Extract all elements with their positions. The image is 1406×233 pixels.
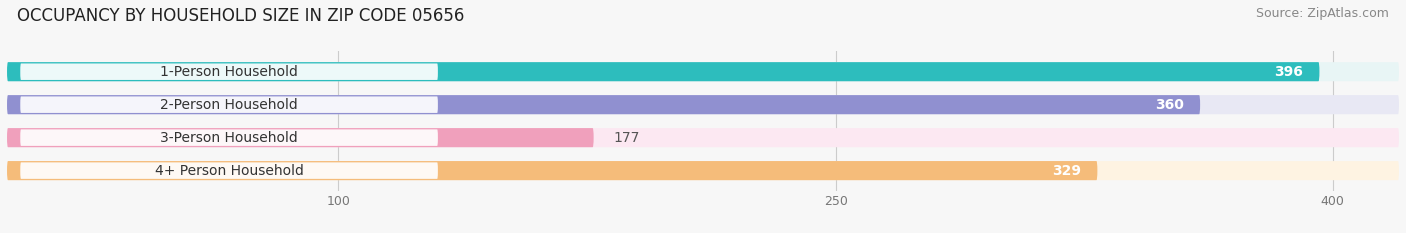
FancyBboxPatch shape xyxy=(7,161,1098,180)
FancyBboxPatch shape xyxy=(20,129,437,146)
FancyBboxPatch shape xyxy=(7,95,1399,114)
FancyBboxPatch shape xyxy=(7,128,593,147)
Text: 396: 396 xyxy=(1274,65,1303,79)
Text: OCCUPANCY BY HOUSEHOLD SIZE IN ZIP CODE 05656: OCCUPANCY BY HOUSEHOLD SIZE IN ZIP CODE … xyxy=(17,7,464,25)
Text: 3-Person Household: 3-Person Household xyxy=(160,131,298,145)
Text: 1-Person Household: 1-Person Household xyxy=(160,65,298,79)
Text: 360: 360 xyxy=(1154,98,1184,112)
FancyBboxPatch shape xyxy=(20,162,437,179)
FancyBboxPatch shape xyxy=(20,63,437,80)
FancyBboxPatch shape xyxy=(20,96,437,113)
FancyBboxPatch shape xyxy=(7,95,1201,114)
Text: 177: 177 xyxy=(613,131,640,145)
FancyBboxPatch shape xyxy=(7,62,1399,81)
Text: Source: ZipAtlas.com: Source: ZipAtlas.com xyxy=(1256,7,1389,20)
FancyBboxPatch shape xyxy=(7,161,1399,180)
Text: 4+ Person Household: 4+ Person Household xyxy=(155,164,304,178)
FancyBboxPatch shape xyxy=(7,62,1319,81)
Text: 2-Person Household: 2-Person Household xyxy=(160,98,298,112)
Text: 329: 329 xyxy=(1052,164,1081,178)
FancyBboxPatch shape xyxy=(7,128,1399,147)
